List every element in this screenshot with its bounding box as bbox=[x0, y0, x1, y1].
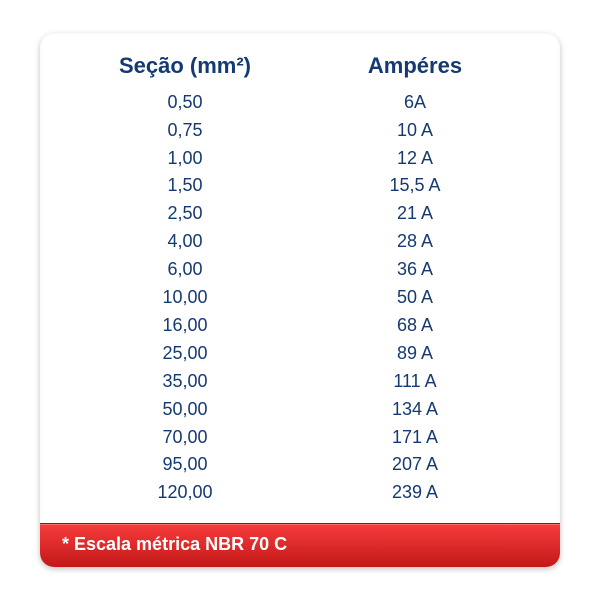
table-row: 0,7510 A bbox=[40, 117, 560, 145]
cell-secao: 95,00 bbox=[70, 451, 300, 479]
cell-amperes: 10 A bbox=[300, 117, 530, 145]
cell-amperes: 50 A bbox=[300, 284, 530, 312]
cell-amperes: 21 A bbox=[300, 200, 530, 228]
cell-secao: 0,50 bbox=[70, 89, 300, 117]
column-header-amperes: Ampéres bbox=[300, 53, 530, 79]
cell-amperes: 15,5 A bbox=[300, 172, 530, 200]
cell-secao: 50,00 bbox=[70, 396, 300, 424]
card: Seção (mm²) Ampéres 0,506A0,7510 A1,0012… bbox=[40, 33, 560, 567]
cell-amperes: 68 A bbox=[300, 312, 530, 340]
table-row: 70,00171 A bbox=[40, 424, 560, 452]
table-row: 95,00207 A bbox=[40, 451, 560, 479]
cell-amperes: 6A bbox=[300, 89, 530, 117]
table-row: 1,0012 A bbox=[40, 145, 560, 173]
table-body: 0,506A0,7510 A1,0012 A1,5015,5 A2,5021 A… bbox=[40, 89, 560, 507]
cell-amperes: 239 A bbox=[300, 479, 530, 507]
table-row: 0,506A bbox=[40, 89, 560, 117]
table-row: 2,5021 A bbox=[40, 200, 560, 228]
cell-amperes: 171 A bbox=[300, 424, 530, 452]
table-row: 25,0089 A bbox=[40, 340, 560, 368]
cell-secao: 6,00 bbox=[70, 256, 300, 284]
table-row: 35,00111 A bbox=[40, 368, 560, 396]
table-row: 50,00134 A bbox=[40, 396, 560, 424]
cell-amperes: 89 A bbox=[300, 340, 530, 368]
table-row: 10,0050 A bbox=[40, 284, 560, 312]
footer-note: * Escala métrica NBR 70 C bbox=[40, 523, 560, 567]
cell-amperes: 12 A bbox=[300, 145, 530, 173]
cell-secao: 0,75 bbox=[70, 117, 300, 145]
conversion-table: Seção (mm²) Ampéres 0,506A0,7510 A1,0012… bbox=[40, 53, 560, 507]
cell-secao: 25,00 bbox=[70, 340, 300, 368]
table-header-row: Seção (mm²) Ampéres bbox=[40, 53, 560, 89]
cell-secao: 120,00 bbox=[70, 479, 300, 507]
cell-secao: 4,00 bbox=[70, 228, 300, 256]
table-row: 4,0028 A bbox=[40, 228, 560, 256]
table-row: 120,00239 A bbox=[40, 479, 560, 507]
cell-secao: 70,00 bbox=[70, 424, 300, 452]
cell-secao: 1,00 bbox=[70, 145, 300, 173]
cell-secao: 35,00 bbox=[70, 368, 300, 396]
cell-secao: 1,50 bbox=[70, 172, 300, 200]
cell-secao: 2,50 bbox=[70, 200, 300, 228]
table-row: 6,0036 A bbox=[40, 256, 560, 284]
column-header-secao: Seção (mm²) bbox=[70, 53, 300, 79]
cell-amperes: 36 A bbox=[300, 256, 530, 284]
cell-amperes: 134 A bbox=[300, 396, 530, 424]
cell-secao: 10,00 bbox=[70, 284, 300, 312]
table-row: 1,5015,5 A bbox=[40, 172, 560, 200]
cell-amperes: 207 A bbox=[300, 451, 530, 479]
cell-secao: 16,00 bbox=[70, 312, 300, 340]
cell-amperes: 111 A bbox=[300, 368, 530, 396]
table-row: 16,0068 A bbox=[40, 312, 560, 340]
cell-amperes: 28 A bbox=[300, 228, 530, 256]
